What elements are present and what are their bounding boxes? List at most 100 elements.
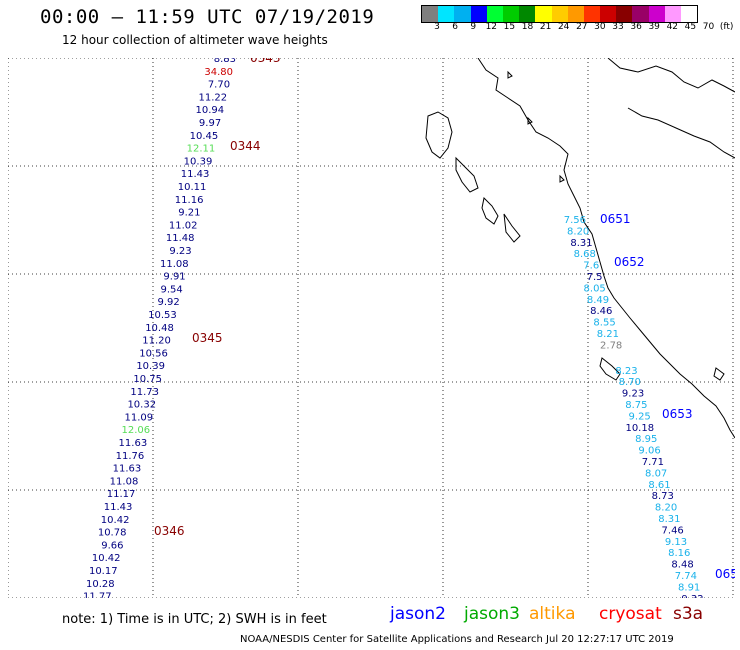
pass-time-label: 0344: [230, 139, 261, 153]
wave-height-label: 9.25: [629, 411, 651, 422]
wave-height-label: 10.32: [127, 400, 156, 411]
pass-time-label: 0651: [600, 212, 631, 226]
wave-height-label: 8.91: [678, 582, 700, 593]
wave-height-label: 8.48: [671, 560, 693, 571]
colorbar-label: 33: [612, 22, 624, 32]
wave-height-label: 8.68: [574, 249, 596, 260]
wave-height-label: 34.80: [204, 67, 233, 78]
colorbar-label: 18: [521, 22, 534, 32]
wave-height-label: 11.17: [107, 489, 136, 500]
wave-height-label: 9.66: [101, 540, 123, 551]
wave-height-label: 10.75: [133, 374, 162, 385]
colorbar-label: (ft): [719, 22, 734, 32]
wave-height-label: 11.63: [119, 438, 148, 449]
wave-height-label: 9.32: [681, 594, 703, 598]
wave-height-label: 9.23: [169, 246, 191, 257]
wave-height-label: 11.73: [130, 387, 159, 398]
pass-time-label: 0343: [250, 58, 281, 65]
wave-height-label: 8.55: [593, 318, 615, 329]
wave-height-label: 8.83: [214, 58, 236, 65]
wave-height-label: 8.21: [597, 329, 619, 340]
colorbar-swatch: [438, 6, 455, 22]
wave-height-label: 10.39: [136, 361, 165, 372]
wave-height-label: 8.75: [625, 400, 647, 411]
colorbar-label: 45: [684, 22, 697, 32]
legend-s3a: s3a: [673, 604, 704, 624]
legend-jason3: jason3: [464, 604, 520, 624]
wave-height-label: 10.78: [98, 528, 127, 539]
wave-height-label: 8.23: [615, 366, 637, 377]
wave-height-label: 11.20: [142, 336, 171, 347]
pass-time-label: 0346: [154, 524, 185, 538]
wave-height-label: 8.05: [584, 283, 606, 294]
wave-height-label: 7.70: [208, 80, 230, 91]
wave-height-label: 7.46: [662, 525, 684, 536]
wave-height-label: 9.13: [665, 537, 687, 548]
wave-height-label: 10.18: [625, 423, 654, 434]
colorbar-swatch: [486, 6, 503, 22]
wave-height-label: 8.20: [567, 226, 589, 237]
wave-height-label: 9.92: [157, 297, 179, 308]
wave-height-label: 9.91: [163, 272, 185, 283]
legend-altika: altika: [529, 604, 576, 624]
wave-height-label: 11.63: [113, 464, 142, 475]
colorbar-swatch: [648, 6, 665, 22]
coastline: [425, 58, 735, 439]
altimeter-map: 909396991021050-2-4-6-8-10 8.8334.807.70…: [8, 58, 735, 598]
colorbar-label: 21: [539, 22, 552, 32]
wave-height-label: 8.31: [658, 514, 680, 525]
colorbar-label: 15: [503, 22, 516, 32]
wave-height-label: 11.77: [83, 592, 112, 598]
wave-height-label: 7.56: [564, 215, 586, 226]
wave-height-label: 8.61: [648, 480, 670, 491]
colorbar-swatch: [681, 6, 698, 22]
wave-height-label: 10.42: [101, 515, 130, 526]
colorbar-label: 6: [452, 22, 458, 32]
legend-jason2: jason2: [390, 604, 446, 624]
wave-height-label: 11.08: [110, 476, 139, 487]
wave-height-label: 10.48: [145, 323, 174, 334]
wave-height-label: 9.06: [638, 446, 660, 457]
wave-height-label: 8.95: [635, 434, 657, 445]
colorbar-label: 27: [576, 22, 588, 32]
wave-height-label: 7.5: [587, 272, 603, 283]
colorbar-label: 9: [470, 22, 477, 32]
wave-height-label: 10.45: [190, 131, 219, 142]
wave-height-label: 11.48: [166, 233, 195, 244]
colorbar-label: 12: [485, 22, 498, 32]
colorbar-swatch: [535, 6, 552, 22]
wave-height-label: 10.39: [184, 156, 213, 167]
colorbar-label: 30: [594, 22, 606, 32]
map-subtitle: 12 hour collection of altimeter wave hei…: [62, 33, 328, 47]
wave-height-label: 11.02: [169, 220, 198, 231]
wave-height-label: 11.43: [181, 169, 210, 180]
wave-height-label: 10.53: [148, 310, 177, 321]
map-title: 00:00 – 11:59 UTC 07/19/2019: [40, 6, 375, 28]
colorbar-label: 70: [702, 22, 715, 32]
wave-height-label: 9.23: [622, 389, 644, 400]
wave-height-label: 10.42: [92, 553, 121, 564]
wave-height-label: 8.70: [619, 377, 641, 388]
legend-cryosat: cryosat: [599, 604, 662, 624]
wave-height-label: 10.94: [196, 105, 225, 116]
colorbar-swatch: [470, 6, 487, 22]
wave-height-label: 11.09: [124, 412, 153, 423]
wave-height-label: 9.97: [199, 118, 221, 129]
colorbar-label: 39: [648, 22, 660, 32]
wave-height-label: 7.6: [583, 261, 599, 272]
wave-height-label: 11.22: [198, 92, 227, 103]
wave-height-label: 10.56: [139, 348, 168, 359]
colorbar-swatch: [616, 6, 633, 22]
colorbar-label: 3: [434, 22, 440, 32]
colorbar-swatch: [632, 6, 649, 22]
wave-height-label: 8.46: [590, 306, 612, 317]
wave-height-label: 10.17: [89, 566, 118, 577]
wave-height-label: 11.16: [175, 195, 204, 206]
wave-height-label: 8.20: [655, 503, 677, 514]
credit-line: NOAA/NESDIS Center for Satellite Applica…: [240, 634, 674, 645]
colorbar-labels: 3 6 9 12 15 18 21 24 27 30 33 36 39 42 45 70 (ft): [421, 22, 733, 34]
colorbar-swatch: [600, 6, 617, 22]
colorbar-label: 36: [630, 22, 642, 32]
wave-height-colorbar: [421, 5, 699, 23]
pass-time-label: 065: [715, 567, 735, 581]
